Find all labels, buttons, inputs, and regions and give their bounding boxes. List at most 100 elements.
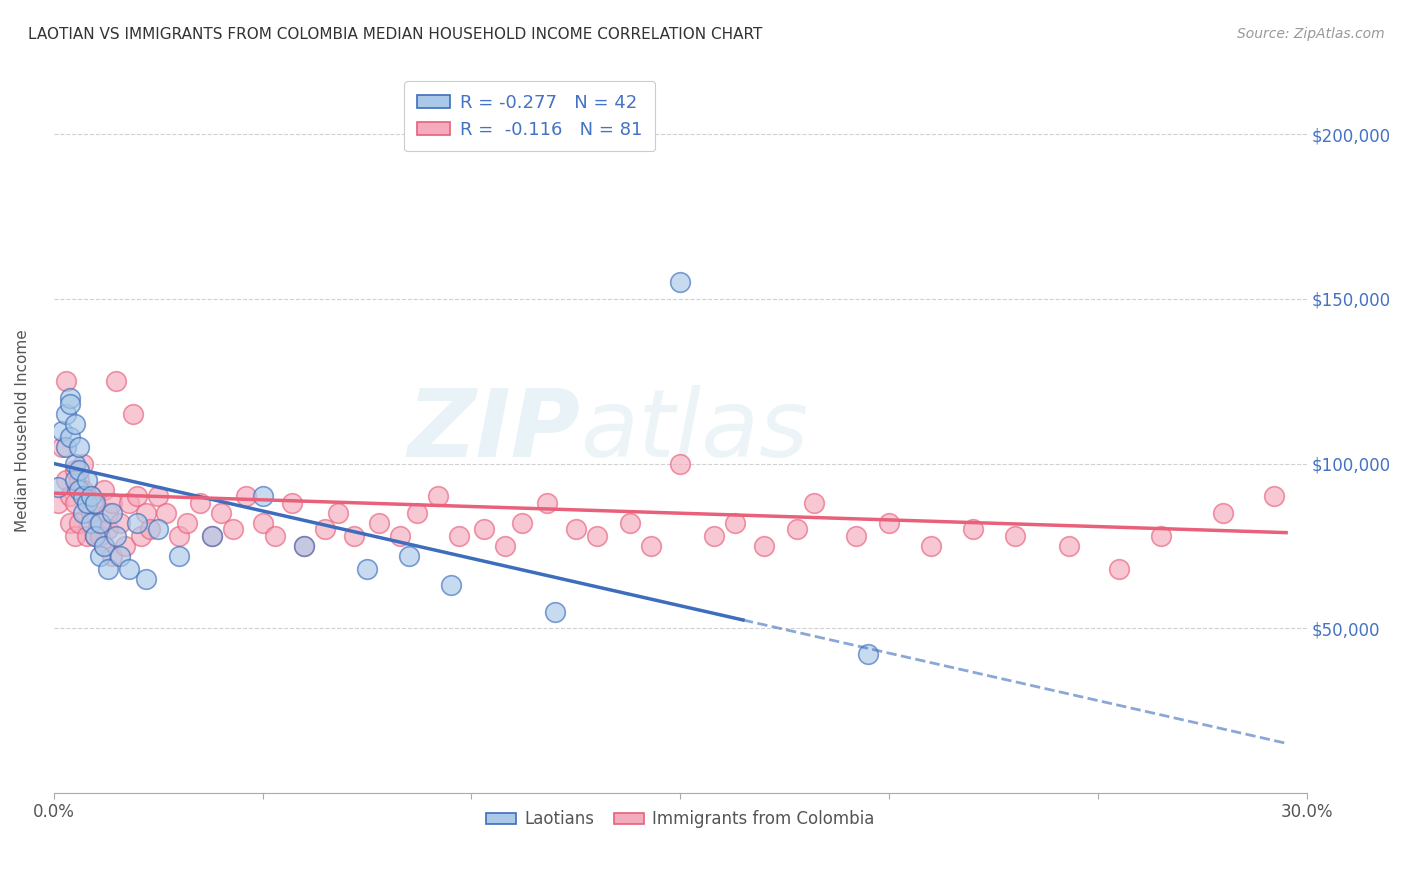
Point <box>59 430 82 444</box>
Point <box>110 516 132 530</box>
Point <box>80 490 103 504</box>
Point <box>80 516 103 530</box>
Point <box>89 549 111 563</box>
Point <box>201 529 224 543</box>
Text: atlas: atlas <box>581 385 808 476</box>
Point <box>63 473 86 487</box>
Point <box>55 440 77 454</box>
Point <box>536 496 558 510</box>
Point <box>427 490 450 504</box>
Point <box>84 496 107 510</box>
Point <box>93 539 115 553</box>
Point <box>105 374 128 388</box>
Point <box>80 506 103 520</box>
Point <box>752 539 775 553</box>
Point <box>105 529 128 543</box>
Point <box>138 522 160 536</box>
Point <box>962 522 984 536</box>
Point <box>55 473 77 487</box>
Point <box>131 529 153 543</box>
Point <box>439 578 461 592</box>
Point <box>343 529 366 543</box>
Point <box>565 522 588 536</box>
Point <box>46 496 69 510</box>
Text: LAOTIAN VS IMMIGRANTS FROM COLOMBIA MEDIAN HOUSEHOLD INCOME CORRELATION CHART: LAOTIAN VS IMMIGRANTS FROM COLOMBIA MEDI… <box>28 27 762 42</box>
Point <box>292 539 315 553</box>
Point <box>51 440 73 454</box>
Legend: Laotians, Immigrants from Colombia: Laotians, Immigrants from Colombia <box>479 804 882 835</box>
Point <box>55 407 77 421</box>
Point <box>222 522 245 536</box>
Point <box>63 417 86 431</box>
Point <box>84 529 107 543</box>
Point <box>101 549 124 563</box>
Point <box>292 539 315 553</box>
Point <box>1212 506 1234 520</box>
Point <box>97 522 120 536</box>
Text: ZIP: ZIP <box>408 384 581 476</box>
Point <box>76 529 98 543</box>
Point <box>84 529 107 543</box>
Y-axis label: Median Household Income: Median Household Income <box>15 329 30 532</box>
Point <box>127 516 149 530</box>
Point <box>89 529 111 543</box>
Point <box>920 539 942 553</box>
Point <box>619 516 641 530</box>
Point <box>55 374 77 388</box>
Point <box>264 529 287 543</box>
Point <box>51 424 73 438</box>
Point <box>72 483 94 497</box>
Point <box>76 473 98 487</box>
Point <box>67 516 90 530</box>
Point <box>640 539 662 553</box>
Point <box>786 522 808 536</box>
Point <box>63 529 86 543</box>
Point <box>398 549 420 563</box>
Point <box>110 549 132 563</box>
Point <box>135 506 157 520</box>
Point <box>67 463 90 477</box>
Point <box>118 496 141 510</box>
Point <box>252 516 274 530</box>
Point <box>72 490 94 504</box>
Point <box>494 539 516 553</box>
Point <box>76 496 98 510</box>
Point <box>72 457 94 471</box>
Point <box>46 479 69 493</box>
Point <box>127 490 149 504</box>
Point <box>1004 529 1026 543</box>
Point <box>858 648 880 662</box>
Point <box>167 529 190 543</box>
Point <box>63 496 86 510</box>
Point <box>544 605 567 619</box>
Point <box>585 529 607 543</box>
Point <box>447 529 470 543</box>
Point <box>72 506 94 520</box>
Point <box>176 516 198 530</box>
Point <box>845 529 868 543</box>
Point <box>314 522 336 536</box>
Point <box>356 562 378 576</box>
Point <box>135 572 157 586</box>
Point <box>1150 529 1173 543</box>
Point <box>326 506 349 520</box>
Point <box>389 529 412 543</box>
Point <box>67 483 90 497</box>
Text: Source: ZipAtlas.com: Source: ZipAtlas.com <box>1237 27 1385 41</box>
Point <box>167 549 190 563</box>
Point <box>63 457 86 471</box>
Point <box>59 397 82 411</box>
Point <box>368 516 391 530</box>
Point <box>76 496 98 510</box>
Point <box>101 506 124 520</box>
Point <box>67 440 90 454</box>
Point <box>803 496 825 510</box>
Point <box>703 529 725 543</box>
Point <box>877 516 900 530</box>
Point <box>89 516 111 530</box>
Point <box>406 506 429 520</box>
Point <box>118 562 141 576</box>
Point <box>122 407 145 421</box>
Point <box>252 490 274 504</box>
Point <box>510 516 533 530</box>
